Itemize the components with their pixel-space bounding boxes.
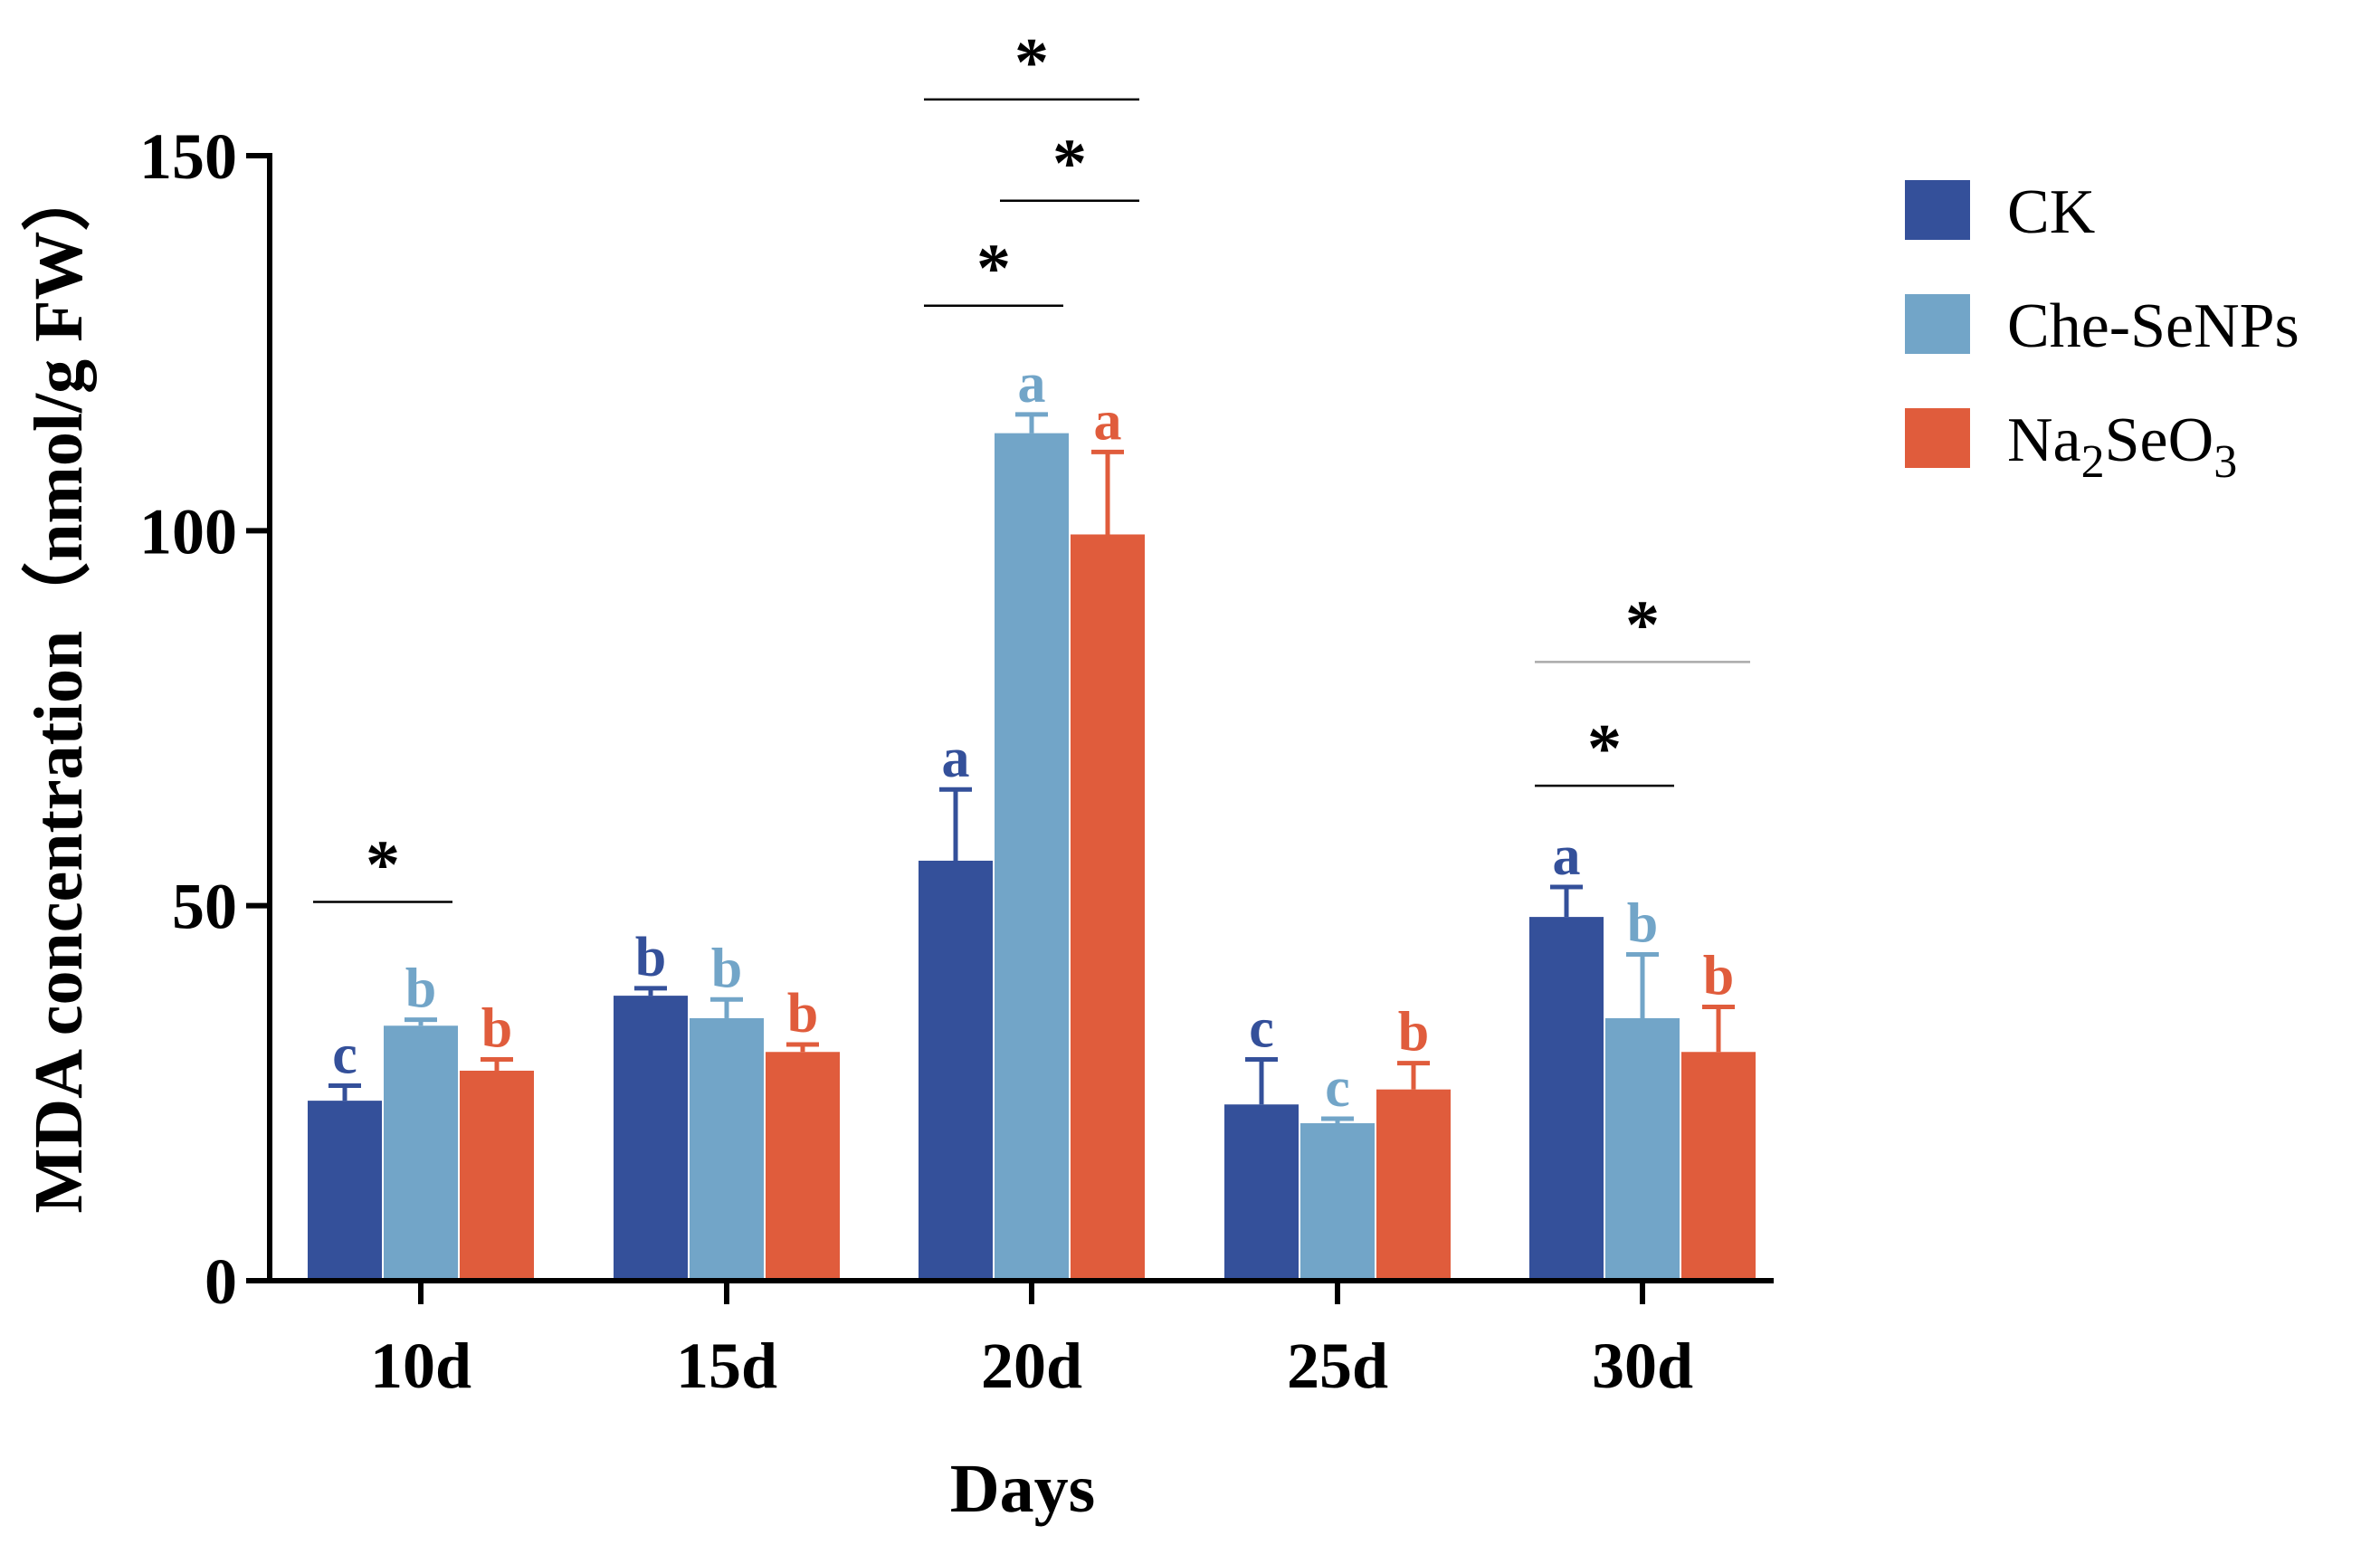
bar-10d-0 xyxy=(308,1101,382,1281)
bar-30d-2 xyxy=(1681,1052,1756,1281)
x-tick-label: 30d xyxy=(1592,1330,1693,1402)
x-tick-label: 10d xyxy=(370,1330,471,1402)
x-tick-label: 25d xyxy=(1287,1330,1388,1402)
bar-30d-0 xyxy=(1529,917,1604,1281)
significance-letter: a xyxy=(1018,353,1046,415)
y-axis-title: MDA concentration（nmol/g FW） xyxy=(21,162,97,1213)
legend-label-2: Na2SeO3 xyxy=(2007,405,2237,488)
legend-swatch-0 xyxy=(1905,180,1970,240)
legend-label-0: CK xyxy=(2007,177,2095,247)
y-tick-label: 50 xyxy=(172,871,237,943)
significance-letter: b xyxy=(405,958,436,1020)
legend: CK Che-SeNPs Na2SeO3 xyxy=(1905,177,2299,488)
significance-star: * xyxy=(1625,586,1660,663)
bar-20d-0 xyxy=(919,860,993,1281)
bar-30d-1 xyxy=(1605,1017,1680,1281)
bar-25d-0 xyxy=(1224,1104,1299,1281)
significance-star: * xyxy=(976,231,1011,307)
legend-subscript: 2 xyxy=(2081,436,2105,488)
bar-10d-2 xyxy=(460,1070,534,1281)
significance-letter: b xyxy=(1398,1002,1429,1063)
legend-text-part: Na xyxy=(2007,405,2081,475)
x-axis-title-group: Days xyxy=(950,1451,1095,1527)
significance-letter: c xyxy=(1249,998,1274,1060)
significance-letter: b xyxy=(1627,893,1658,955)
bar-25d-1 xyxy=(1300,1122,1375,1281)
significance-letter: a xyxy=(1094,390,1122,452)
significance-star: * xyxy=(366,827,400,903)
x-tick-label: 15d xyxy=(676,1330,777,1402)
legend-label-1: Che-SeNPs xyxy=(2007,291,2299,361)
significance-star: * xyxy=(1587,710,1622,787)
bar-20d-1 xyxy=(995,433,1069,1281)
significance-letter: c xyxy=(332,1025,357,1086)
significance-letter: a xyxy=(1553,825,1581,887)
x-axis-title: Days xyxy=(950,1451,1095,1527)
legend-swatch-2 xyxy=(1905,408,1970,468)
legend-text-part: SeO xyxy=(2105,405,2214,475)
y-tick-label: 150 xyxy=(139,120,237,193)
bar-10d-1 xyxy=(384,1025,458,1281)
bar-20d-2 xyxy=(1071,534,1145,1281)
y-tick-label: 0 xyxy=(205,1245,237,1318)
x-tick-label: 20d xyxy=(981,1330,1082,1402)
significance-star: * xyxy=(1052,126,1087,202)
significance-letter: b xyxy=(711,938,742,999)
legend-subscript: 3 xyxy=(2213,436,2237,488)
bar-15d-2 xyxy=(766,1052,840,1281)
bar-25d-2 xyxy=(1376,1089,1451,1281)
y-tick-label: 100 xyxy=(139,495,237,567)
significance-letter: c xyxy=(1325,1057,1350,1119)
significance-letter: a xyxy=(942,728,970,789)
legend-swatch-1 xyxy=(1905,294,1970,354)
significance-letter: b xyxy=(1703,946,1734,1007)
bar-15d-0 xyxy=(614,996,688,1281)
y-axis-title-group: MDA concentration（nmol/g FW） xyxy=(21,162,97,1213)
significance-star: * xyxy=(1014,24,1049,100)
bar-15d-1 xyxy=(690,1017,764,1281)
significance-letter: b xyxy=(635,927,666,988)
significance-letter: b xyxy=(481,998,512,1060)
significance-letter: b xyxy=(787,983,818,1044)
